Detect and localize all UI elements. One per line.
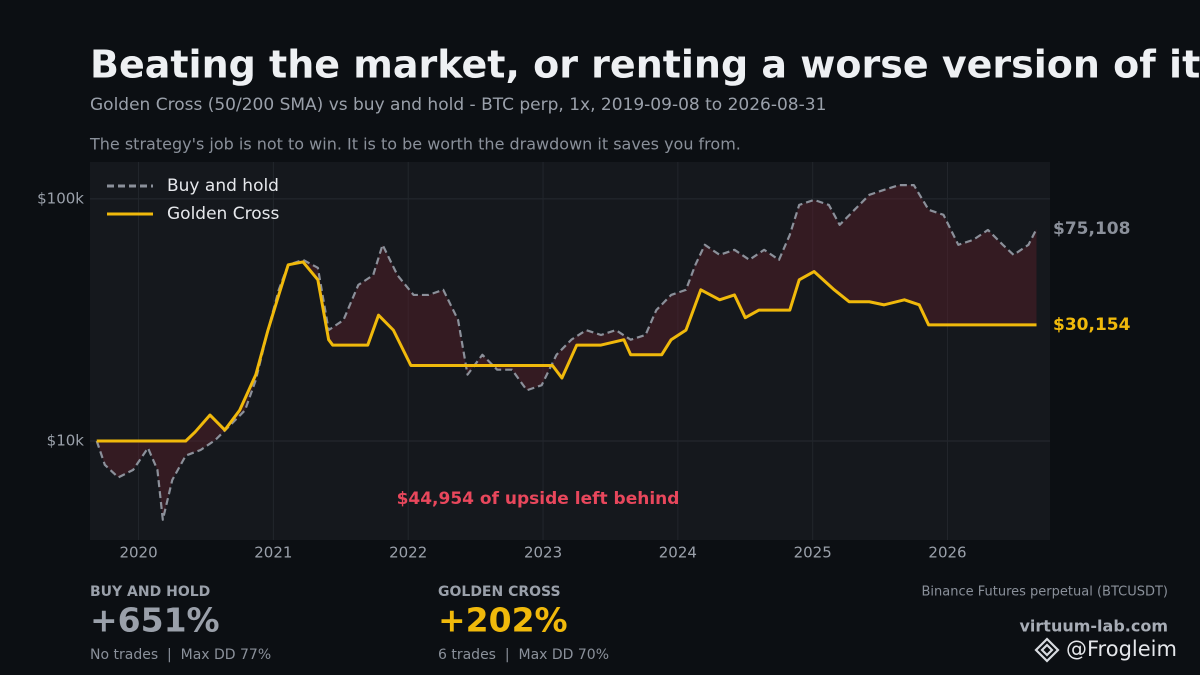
gap-fill bbox=[96, 185, 1037, 520]
x-tick-label: 2020 bbox=[119, 544, 157, 562]
watermark-logo bbox=[1034, 637, 1060, 663]
legend-label: Buy and hold bbox=[167, 176, 279, 196]
subtitle: Golden Cross (50/200 SMA) vs buy and hol… bbox=[90, 95, 826, 115]
x-tick-label: 2021 bbox=[254, 544, 292, 562]
legend-label: Golden Cross bbox=[167, 204, 279, 224]
stat-value: +202% bbox=[438, 601, 568, 640]
x-tick-label: 2025 bbox=[794, 544, 832, 562]
grid: $10k $100k 2020 2021 2022 2023 2024 2025 2026 bbox=[37, 162, 1050, 562]
stat-label: GOLDEN CROSS bbox=[438, 584, 561, 600]
legend: Buy and hold Golden Cross bbox=[107, 176, 279, 224]
stat-detail: 6 trades | Max DD 70% bbox=[438, 647, 609, 663]
end-label: $30,154 bbox=[1053, 315, 1131, 335]
stat-detail: No trades | Max DD 77% bbox=[90, 647, 271, 663]
watermark: @Frogleim bbox=[1066, 637, 1177, 661]
y-tick-label: $10k bbox=[47, 431, 85, 449]
series-line bbox=[95, 183, 1038, 521]
x-tick-label: 2022 bbox=[389, 544, 427, 562]
stat-value: +651% bbox=[90, 601, 220, 640]
site: virtuum-lab.com bbox=[1019, 617, 1168, 636]
note: The strategy's job is not to win. It is … bbox=[89, 135, 741, 154]
chart-title: Beating the market, or renting a worse v… bbox=[90, 43, 1200, 87]
annotation: $44,954 of upside left behind bbox=[397, 489, 680, 509]
end-label: $75,108 bbox=[1053, 219, 1130, 239]
x-tick-label: 2024 bbox=[659, 544, 697, 562]
marks: $75,108 $30,154 bbox=[95, 183, 1131, 521]
x-tick-label: 2023 bbox=[524, 544, 562, 562]
y-tick-label: $100k bbox=[37, 189, 84, 207]
plot-area bbox=[90, 162, 1050, 540]
x-tick-label: 2026 bbox=[928, 544, 966, 562]
source: Binance Futures perpetual (BTCUSDT) bbox=[922, 585, 1169, 600]
series-line bbox=[96, 260, 1037, 443]
stat-label: BUY AND HOLD bbox=[90, 584, 210, 600]
